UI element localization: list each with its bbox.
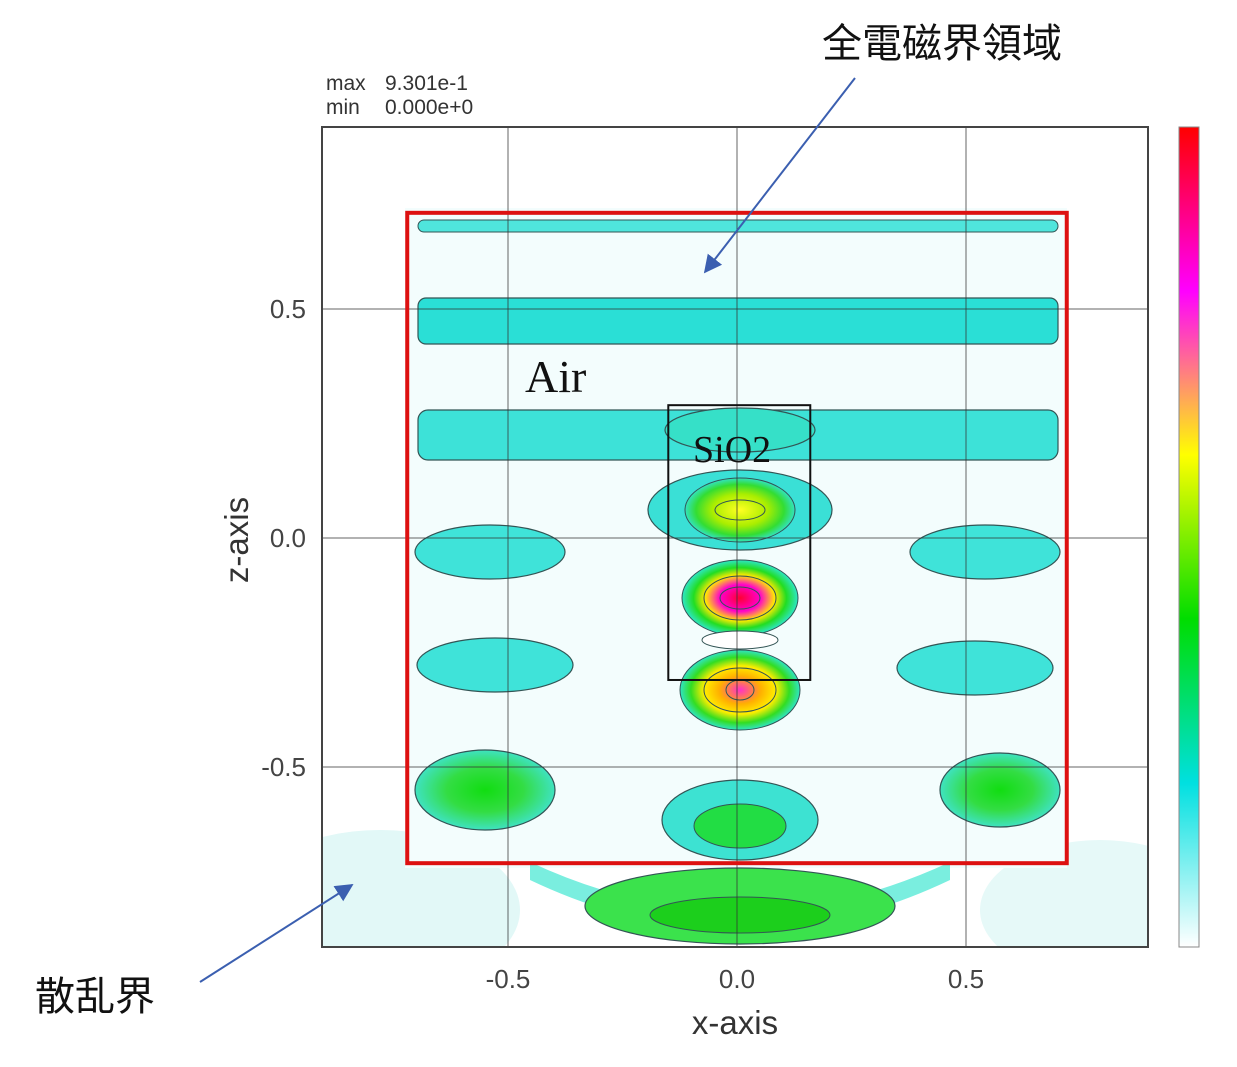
grid-lines [322,127,1148,947]
x-axis-label: x-axis [692,1004,778,1041]
field-pattern [322,208,1148,947]
y-tick-label: -0.5 [261,752,306,782]
scattered-field-arrow [199,884,354,983]
y-tick-labels: 0.5 0.0 -0.5 [261,294,306,782]
y-tick-label: 0.5 [270,294,306,324]
sio2-block-outline [667,404,812,681]
x-tick-labels: -0.5 0.0 0.5 [486,964,984,994]
x-tick-label: 0.0 [719,964,755,994]
total-field-annotation: 全電磁界領域 [822,21,1062,67]
min-value: 0.000e+0 [385,96,473,119]
colorbar [1178,126,1200,948]
plot-frame [321,126,1149,948]
min-label: min [326,96,360,119]
max-label: max [326,72,366,95]
max-value: 9.301e-1 [385,72,468,95]
x-tick-label: 0.5 [948,964,984,994]
sio2-label: SiO2 [693,429,771,471]
y-tick-label: 0.0 [270,523,306,553]
x-tick-label: -0.5 [486,964,531,994]
total-field-arrow [703,77,856,274]
scattered-field-annotation: 散乱界 [35,974,155,1020]
air-label: Air [525,351,586,402]
total-field-region-outline [405,210,1069,866]
y-axis-label: z-axis [218,497,255,583]
